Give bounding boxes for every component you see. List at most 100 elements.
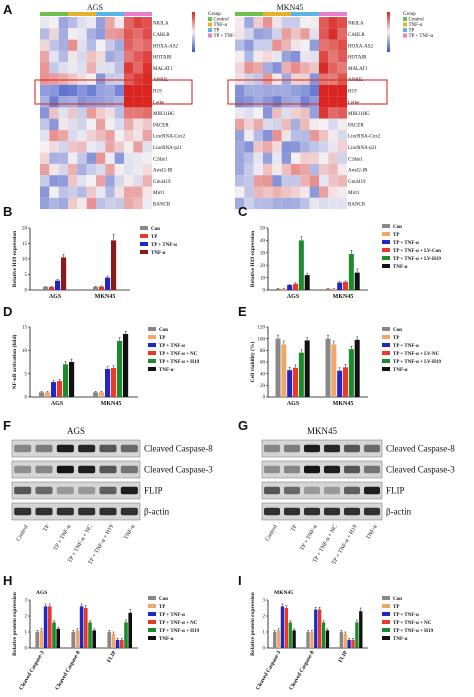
- legend-entry: TP + TNF-α + LV-H19: [393, 257, 441, 262]
- heatmap-cell: [124, 17, 134, 29]
- heatmap-cell: [281, 39, 291, 51]
- heatmap-cell: [319, 186, 329, 198]
- blot-band: [99, 507, 117, 516]
- legend-swatch: [382, 335, 390, 339]
- chart-c: 0 10 20 30 40 50 Relative H19 expression AGS MKN…: [250, 224, 441, 300]
- blot-band: [264, 507, 280, 516]
- legend-swatch: [382, 620, 390, 624]
- bar-con: [43, 286, 49, 290]
- heatmap-cell: [253, 152, 263, 164]
- heatmap-cell: [337, 28, 347, 40]
- heatmap-cell: [105, 107, 115, 119]
- chart-h: 0 1 2 3 Relative protein expression AGS Cleave…: [12, 590, 200, 691]
- heatmap-cell: [244, 73, 254, 85]
- blot-band-label: β-actin: [144, 507, 170, 517]
- heatmap-cell: [263, 39, 273, 51]
- heatmap-cell: [309, 50, 319, 63]
- bar-tnf-: [354, 272, 360, 290]
- heatmap-gene-label: Ariel2-IR: [153, 169, 173, 174]
- heatmap-cell: [337, 152, 347, 164]
- heatmap-cell: [49, 118, 59, 130]
- legend-swatch: [382, 367, 390, 371]
- heatmap-cell: [291, 118, 301, 130]
- x-category-label: Cleaved Caspase-3: [255, 650, 282, 691]
- heatmap-cell: [337, 118, 347, 130]
- heatmap-cell: [49, 17, 59, 29]
- heatmap-cell: [105, 163, 115, 176]
- heatmap-cell: [133, 62, 143, 74]
- blot-band: [35, 465, 53, 474]
- heatmap-cell: [58, 197, 68, 210]
- heatmap-cell: [319, 163, 329, 176]
- group-legend-swatch: [208, 33, 212, 38]
- heatmap-cell: [58, 175, 68, 187]
- heatmap-cell: [263, 84, 273, 97]
- bar-tp-tnf-h19: [288, 622, 292, 648]
- heatmap-cell: [281, 118, 291, 130]
- heatmap-cell: [291, 62, 301, 74]
- bar-tp-tnf-nc: [57, 381, 63, 397]
- heatmap-cell: [124, 96, 134, 108]
- heatmap-cell: [86, 130, 96, 142]
- legend-swatch: [148, 343, 156, 347]
- blot-band: [324, 486, 340, 495]
- heatmap-cell: [281, 175, 291, 187]
- heatmap-cell: [291, 130, 301, 142]
- bar-tnf-: [111, 240, 117, 290]
- chart-e: 0 20 40 60 80 100 120 Cell viability (%) AGS MKN4…: [249, 326, 441, 407]
- panel-label-f: F: [3, 418, 11, 433]
- bar-tnf-: [56, 628, 61, 648]
- heatmap-cell: [124, 130, 134, 142]
- heatmap-cell: [142, 118, 152, 130]
- bar-tp-tnf-h19: [321, 622, 326, 648]
- bar-tnf-: [292, 630, 296, 648]
- blot-band: [284, 465, 300, 474]
- heatmap-cell: [142, 62, 152, 74]
- heatmap-cell: [272, 39, 282, 51]
- heatmap-cell: [300, 163, 310, 176]
- bar-tp-tnf-: [115, 640, 120, 648]
- heatmap-ags-cells: [40, 17, 152, 210]
- heatmap-cell: [142, 197, 152, 210]
- bar-tp-tnf-lv-con: [293, 283, 299, 290]
- y-tick-label: 40: [260, 239, 266, 244]
- heatmap-cell: [49, 73, 59, 85]
- panel-label-e: E: [238, 304, 247, 319]
- bar-con: [306, 632, 310, 648]
- bar-tnf-: [123, 334, 129, 397]
- heatmap-cell: [96, 73, 106, 85]
- heatmap-cell: [281, 186, 291, 198]
- bar-tp-tnf-nc: [120, 640, 124, 648]
- y-tick-label: 30: [260, 252, 266, 257]
- heatmap-cell: [142, 186, 152, 198]
- x-category-label: MKN45: [333, 294, 354, 300]
- heatmap-cell: [58, 50, 68, 63]
- group-legend-entry: TNF-α: [409, 23, 423, 28]
- heatmap-cell: [86, 84, 96, 97]
- blot-band: [264, 444, 280, 453]
- heatmap-cell: [124, 73, 134, 85]
- heatmap-cell: [86, 96, 96, 108]
- heatmap-cell: [40, 96, 50, 108]
- x-category-label: AGS: [49, 294, 62, 300]
- heatmap-cell: [114, 62, 124, 74]
- x-category-label: FLIP: [106, 649, 118, 663]
- heatmap-cell: [96, 130, 106, 142]
- heatmap-cell: [40, 17, 50, 29]
- legend-swatch: [382, 351, 390, 355]
- heatmap-cell: [300, 118, 310, 130]
- heatmap-cell: [86, 186, 96, 198]
- heatmap-cell: [40, 50, 50, 63]
- heatmap-cell: [40, 84, 50, 97]
- blot-membrane: [261, 460, 383, 479]
- heatmap-cell: [337, 84, 347, 97]
- heatmap-cell: [291, 186, 301, 198]
- heatmap-cell: [124, 197, 134, 210]
- bar-con: [71, 632, 76, 648]
- bar-tp-tnf-nc: [111, 368, 117, 397]
- blot-band: [99, 465, 117, 474]
- heatmap-cell: [96, 50, 106, 63]
- legend-entry: TP + TNF-α + LV-H19: [393, 360, 441, 365]
- heatmap-cell: [291, 141, 301, 153]
- heatmap-gene-label: C2dat1: [348, 157, 363, 162]
